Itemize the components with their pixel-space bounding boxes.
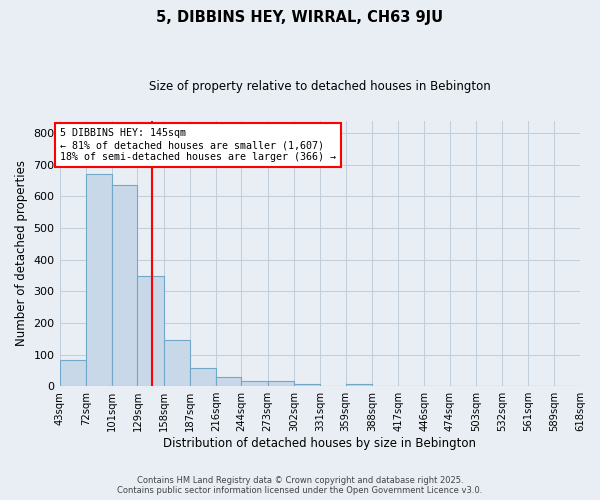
Bar — [59, 360, 86, 386]
Bar — [216, 378, 241, 386]
Bar — [346, 384, 372, 386]
X-axis label: Distribution of detached houses by size in Bebington: Distribution of detached houses by size … — [163, 437, 476, 450]
Text: 5, DIBBINS HEY, WIRRAL, CH63 9JU: 5, DIBBINS HEY, WIRRAL, CH63 9JU — [157, 10, 443, 25]
Title: Size of property relative to detached houses in Bebington: Size of property relative to detached ho… — [149, 80, 491, 93]
Bar — [112, 186, 137, 386]
Text: 5 DIBBINS HEY: 145sqm
← 81% of detached houses are smaller (1,607)
18% of semi-d: 5 DIBBINS HEY: 145sqm ← 81% of detached … — [61, 128, 337, 162]
Bar — [268, 382, 294, 386]
Text: Contains HM Land Registry data © Crown copyright and database right 2025.
Contai: Contains HM Land Registry data © Crown c… — [118, 476, 482, 495]
Bar — [164, 340, 190, 386]
Bar — [241, 381, 268, 386]
Bar — [294, 384, 320, 386]
Bar — [137, 276, 164, 386]
Bar — [190, 368, 216, 386]
Y-axis label: Number of detached properties: Number of detached properties — [15, 160, 28, 346]
Bar — [86, 174, 112, 386]
